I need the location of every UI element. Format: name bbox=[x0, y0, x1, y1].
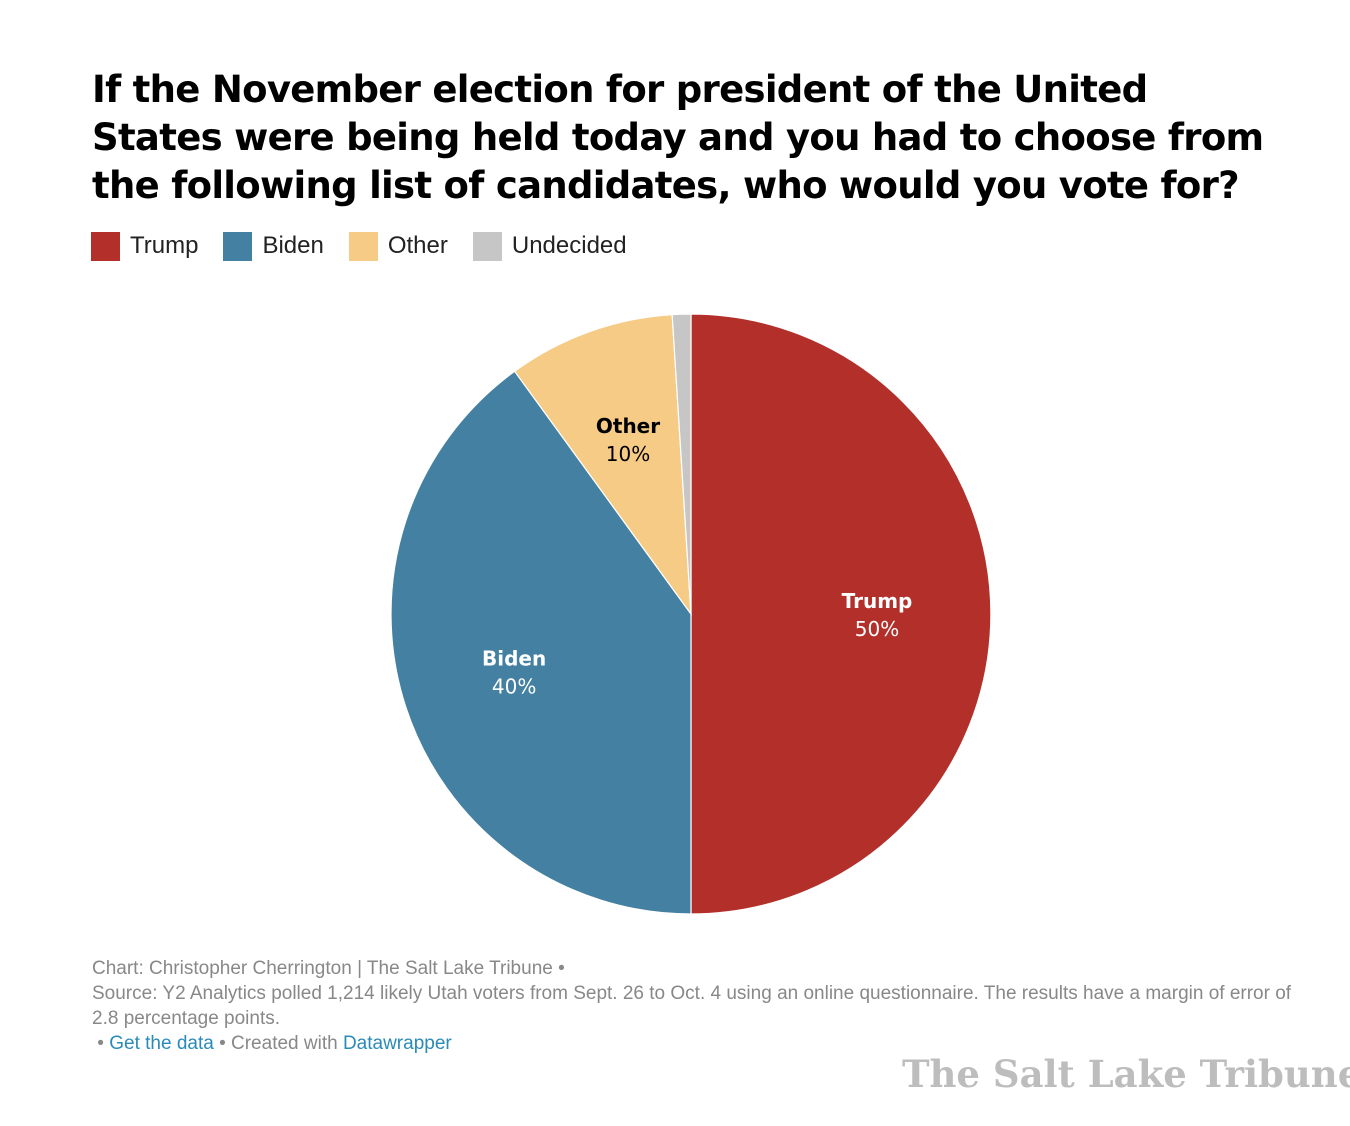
legend-item-trump: Trump bbox=[91, 231, 199, 261]
pie-slice-trump bbox=[690, 313, 992, 915]
legend-swatch bbox=[348, 231, 378, 261]
slice-name-label: Biden bbox=[482, 646, 546, 670]
created-with-text: • Created with bbox=[219, 1033, 338, 1054]
legend-swatch bbox=[223, 231, 253, 261]
salt-lake-tribune-logo: The Salt Lake Tribune bbox=[902, 1052, 1350, 1096]
links-line: • Get the data • Created with Datawrappe… bbox=[92, 1031, 1292, 1056]
datawrapper-link[interactable]: Datawrapper bbox=[342, 1033, 452, 1054]
slice-value-label: 40% bbox=[492, 674, 536, 698]
chart-notes: Chart: Christopher Cherrington | The Sal… bbox=[92, 956, 1292, 1056]
legend-item-biden: Biden bbox=[223, 231, 324, 261]
legend-item-other: Other bbox=[348, 231, 448, 261]
slice-name-label: Other bbox=[596, 414, 660, 438]
legend-label: Biden bbox=[262, 232, 324, 259]
slice-label-trump: Trump 50% bbox=[842, 589, 913, 641]
slice-label-biden: Biden 40% bbox=[482, 646, 546, 698]
legend-label: Undecided bbox=[511, 232, 627, 259]
pie-slice-other bbox=[513, 313, 692, 617]
pie-slice-biden bbox=[390, 370, 692, 915]
legend-swatch bbox=[91, 231, 120, 261]
get-the-data-link[interactable]: Get the data bbox=[109, 1033, 214, 1054]
legend: Trump Biden Other Undecided bbox=[91, 231, 652, 261]
pie-slice-undecided bbox=[671, 313, 692, 615]
slice-value-label: 50% bbox=[855, 617, 899, 641]
slice-name-label: Trump bbox=[842, 589, 913, 613]
slice-label-other: Other 10% bbox=[596, 414, 660, 466]
source-line: Source: Y2 Analytics polled 1,214 likely… bbox=[92, 983, 1292, 1029]
legend-swatch bbox=[472, 231, 502, 261]
bullet-separator: • bbox=[97, 1033, 104, 1054]
legend-item-undecided: Undecided bbox=[472, 231, 627, 261]
chart-title: If the November election for president o… bbox=[92, 68, 1264, 207]
legend-label: Trump bbox=[130, 232, 199, 259]
legend-label: Other bbox=[387, 232, 448, 259]
slice-value-label: 10% bbox=[606, 442, 650, 466]
credit-line: Chart: Christopher Cherrington | The Sal… bbox=[92, 958, 565, 979]
